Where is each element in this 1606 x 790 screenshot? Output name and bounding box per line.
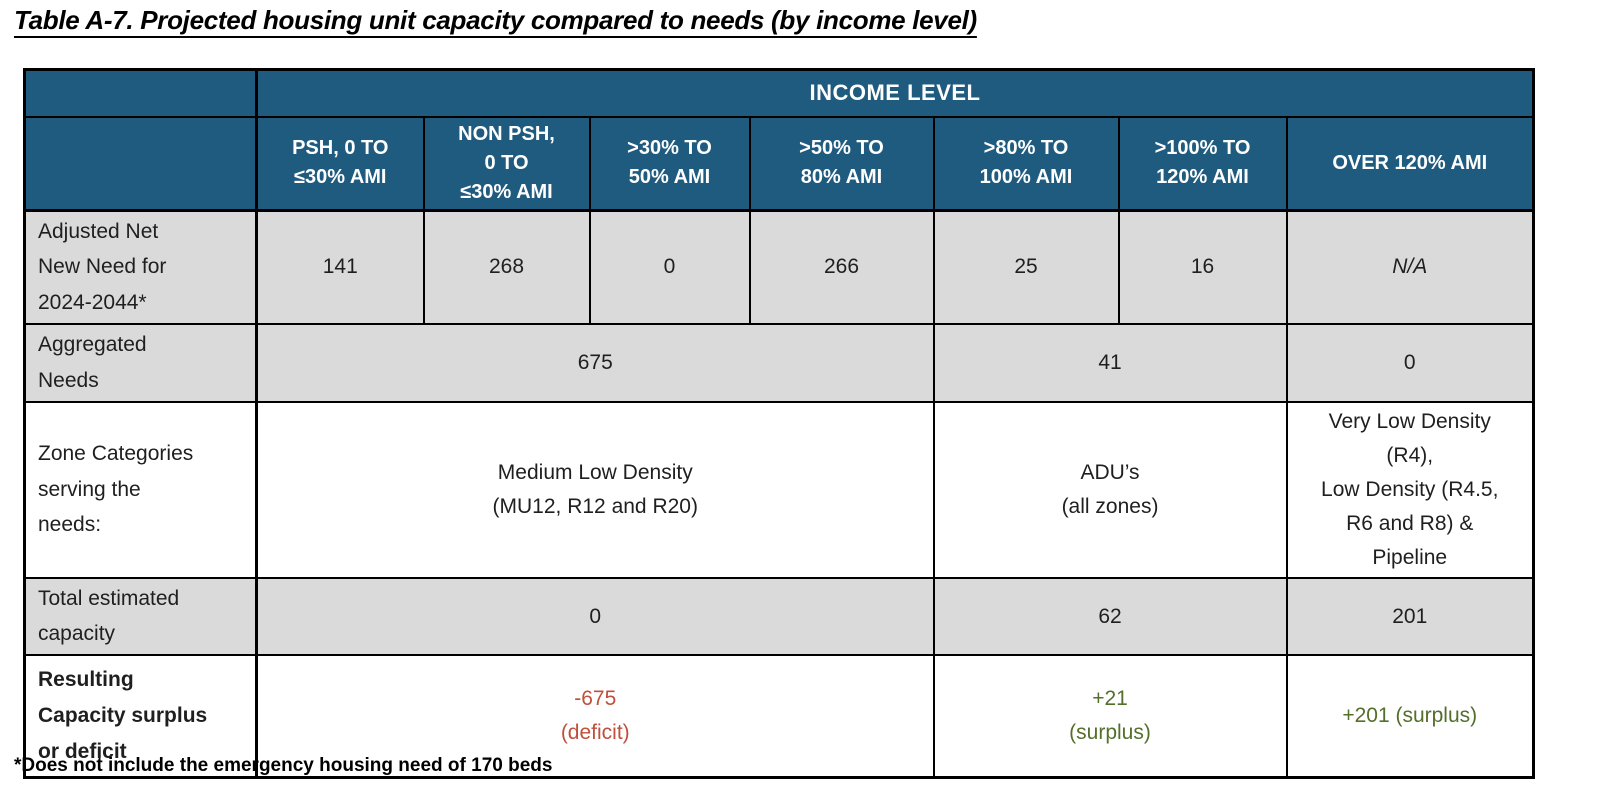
row-zone-categories: Zone Categories serving the needs: Mediu… (23, 400, 1535, 579)
header-corner-cell (23, 68, 258, 118)
cell-adjusted-50-80: 266 (748, 209, 935, 325)
table-footnote: *Does not include the emergency housing … (14, 755, 553, 776)
cell-adjusted-100-120: 16 (1117, 209, 1288, 325)
row-label-resulting: Resulting Capacity surplus or deficit (23, 654, 258, 779)
table-title: Table A-7. Projected housing unit capaci… (14, 5, 977, 35)
row-aggregated-needs: Aggregated Needs 675 41 0 (23, 322, 1535, 403)
income-level-header: INCOME LEVEL (255, 68, 1535, 118)
cell-zones-low-income: Medium Low Density (MU12, R12 and R20) (255, 400, 935, 579)
column-header-50-80: >50% TO 80% AMI (748, 115, 935, 212)
header-corner-cell-2 (23, 115, 258, 212)
cell-aggregated-over-120: 0 (1285, 322, 1535, 403)
row-label-adjusted-need: Adjusted Net New Need for 2024-2044* (23, 209, 258, 325)
cell-capacity-low-income: 0 (255, 576, 935, 657)
cell-adjusted-over-120: N/A (1285, 209, 1535, 325)
header-row-income-level: INCOME LEVEL (23, 68, 1535, 118)
column-header-nonpsh-0-30: NON PSH, 0 TO ≤30% AMI (422, 115, 591, 212)
row-label-total-capacity: Total estimated capacity (23, 576, 258, 657)
header-row-columns: PSH, 0 TO ≤30% AMI NON PSH, 0 TO ≤30% AM… (23, 115, 1535, 212)
column-header-over-120: OVER 120% AMI (1285, 115, 1535, 212)
cell-adjusted-nonpsh: 268 (422, 209, 591, 325)
cell-capacity-over-120: 201 (1285, 576, 1535, 657)
column-header-100-120: >100% TO 120% AMI (1117, 115, 1288, 212)
housing-capacity-table: INCOME LEVEL PSH, 0 TO ≤30% AMI NON PSH,… (23, 68, 1535, 779)
cell-resulting-over-120-surplus: +201 (surplus) (1285, 654, 1535, 779)
cell-zones-over-120: Very Low Density (R4), Low Density (R4.5… (1285, 400, 1535, 579)
cell-aggregated-low-income: 675 (255, 322, 935, 403)
cell-capacity-mid-income: 62 (932, 576, 1288, 657)
column-header-80-100: >80% TO 100% AMI (932, 115, 1120, 212)
row-label-aggregated-needs: Aggregated Needs (23, 322, 258, 403)
row-label-zone-categories: Zone Categories serving the needs: (23, 400, 258, 579)
cell-zones-mid-income: ADU’s (all zones) (932, 400, 1288, 579)
cell-adjusted-psh: 141 (255, 209, 425, 325)
column-header-psh-0-30: PSH, 0 TO ≤30% AMI (255, 115, 425, 212)
column-header-30-50: >30% TO 50% AMI (588, 115, 751, 212)
row-resulting-surplus-deficit: Resulting Capacity surplus or deficit -6… (23, 654, 1535, 779)
cell-aggregated-mid-income: 41 (932, 322, 1288, 403)
row-total-estimated-capacity: Total estimated capacity 0 62 201 (23, 576, 1535, 657)
cell-adjusted-30-50: 0 (588, 209, 751, 325)
cell-adjusted-80-100: 25 (932, 209, 1120, 325)
cell-resulting-mid-income-surplus: +21 (surplus) (932, 654, 1288, 779)
cell-resulting-low-income-deficit: -675 (deficit) (255, 654, 935, 779)
row-adjusted-net-new-need: Adjusted Net New Need for 2024-2044* 141… (23, 209, 1535, 325)
